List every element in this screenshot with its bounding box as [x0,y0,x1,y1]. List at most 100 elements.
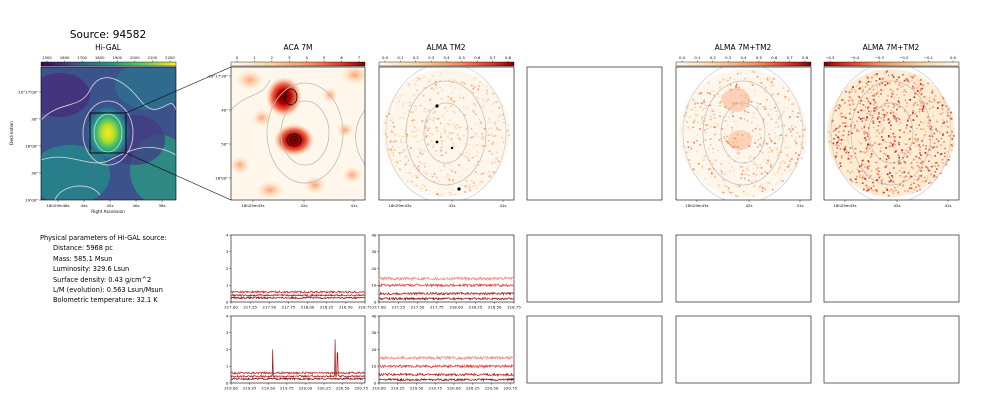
spectrum-series-line [378,377,515,382]
x-tick-label: 218.75 [507,304,521,309]
x-tick-label: 219.50 [261,385,275,390]
empty-spectrum-box [675,315,812,384]
y-tick-label: 20 [371,266,376,271]
colorbar-tick-label: 4 [306,55,309,60]
colorbar-tick-label: −0.5 [825,55,835,60]
x-tick-label: 220.25 [466,385,480,390]
colorbar-tick-label: 1500 [42,55,52,60]
zoom-connector-bottom [125,152,232,201]
colorbar-tick-label: 0.5 [459,55,466,60]
dec-tick-label: 19'00" [25,197,38,202]
y-tick-label: 0 [226,299,229,304]
x-tick-label: 217.00 [372,304,386,309]
higal-dec-ticks: -10°17'00" 30" 18'00" 30" 19'00" [17,89,41,202]
colorbar-tick-label: 0.8 [505,55,512,60]
empty-spectrum-box [526,234,663,303]
colorbar-tick-label: 1 [253,55,256,60]
ra-tick-label: 42s [894,203,901,208]
x-tick-label: 217.75 [430,304,444,309]
combined-b-colorbar [823,61,960,67]
x-tick-label: 220.75 [354,385,368,390]
ra-tick-label: 38s [159,203,166,208]
physical-parameters: Physical parameters of Hi-GAL source: Di… [40,233,167,306]
y-tick-label: 0 [374,299,377,304]
aca-dec-ticks: -10°17'30" 40" 50" 18'00" [207,73,231,180]
combined-ra-ticks: 18h29m43s 42s 41s [685,200,803,208]
y-tick-label: 20 [371,347,376,352]
spectrum-series-line [378,282,515,288]
colorbar-tick-label: 0.0 [950,55,957,60]
y-tick-label: 3 [226,330,229,335]
tm2-colorbar [378,61,515,67]
x-tick-label: 217.50 [411,304,425,309]
param-bolometric-temperature: Bolometric temperature: 32.1 K [53,296,158,305]
y-tick-label: 2 [226,266,229,271]
tm2-image [379,67,514,200]
dec-tick-label: -10°17'30" [207,73,228,78]
spectrum-frame [378,234,515,303]
colorbar-tick-label: 1900 [112,55,122,60]
spectrum-series-line [230,370,366,376]
empty-spectrum-box [823,234,960,303]
colorbar-tick-label: 0.6 [771,55,778,60]
combined-title: ALMA 7M+TM2 [715,43,772,52]
x-tick-label: 220.25 [317,385,331,390]
empty-image-panel [526,66,663,201]
x-tick-label: 218.25 [469,304,483,309]
colorbar-tick-label: 0 [236,55,239,60]
y-tick-label: 2 [226,347,229,352]
colorbar-tick-label: −0.3 [875,55,885,60]
colorbar-tick-label: 0.6 [474,55,481,60]
colorbar-tick-label: 5 [323,55,326,60]
ra-tick-label: 42s [301,203,308,208]
colorbar-tick-label: 0.0 [679,55,686,60]
spectrum-series-line [378,291,514,296]
param-surface-density: Surface density: 0.43 g/cm^2 [53,275,152,284]
dec-tick-label: 30" [31,116,38,121]
combined-b-title: ALMA 7M+TM2 [863,43,920,52]
ra-tick-label: 18h29m43s [388,203,411,208]
colorbar-tick-label: 0.3 [725,55,732,60]
ra-tick-label: 18h29m43s [241,203,264,208]
colorbar-tick-label: 0.1 [397,55,404,60]
spectrum-series-line [230,293,366,298]
spectrum-frame [378,315,515,384]
aca-colorbar [230,61,366,67]
ra-tick-label: 41s [945,203,952,208]
colorbar-tick-label: −0.1 [924,55,934,60]
dec-tick-label: 40" [221,107,228,112]
colorbar-tick-label: 0.3 [428,55,435,60]
colorbar-tick-label: 0.0 [382,55,389,60]
higal-title: Hi-GAL [95,43,122,52]
tm2-ra-ticks: 18h29m43s 42s 41s [388,200,506,208]
ra-tick-label: 42s [449,203,456,208]
x-tick-label: 219.00 [224,385,238,390]
empty-spectrum-box [823,315,960,384]
tm2-panel: ALMA TM2 0.0 0.1 0.2 0.3 0.4 0.5 0.6 0.7 0.8 18h… [378,43,515,208]
aca-ra-ticks: 18h29m43s 42s 41s [241,200,357,208]
aca-colorbar-ticks: 0 1 2 3 4 5 6 7 [236,55,361,62]
colorbar-tick-label: 0.8 [802,55,809,60]
colorbar-tick-label: 2100 [148,55,158,60]
y-tick-label: 4 [226,313,229,318]
x-tick-label: 218.50 [339,304,353,309]
source-title: Source: 94582 [70,29,146,41]
x-tick-label: 217.25 [243,304,257,309]
colorbar-tick-label: 1800 [95,55,105,60]
colorbar-tick-label: 2 [271,55,274,60]
colorbar-tick-label: 0.5 [756,55,763,60]
x-tick-label: 217.50 [262,304,276,309]
x-tick-label: 220.75 [503,385,517,390]
y-tick-label: 1 [226,283,229,288]
colorbar-tick-label: 2000 [130,55,140,60]
colorbar-tick-label: 0.2 [413,55,420,60]
higal-ra-ticks: 18h29m46s 44s 42s 40s 38s [46,200,165,208]
dec-tick-label: 18'00" [215,175,228,180]
higal-panel: Hi-GAL 1500 1600 1700 1800 1900 2000 2100 2200 … [9,43,177,214]
x-tick-label: 217.25 [391,304,405,309]
x-tick-label: 219.75 [428,385,442,390]
x-tick-label: 220.50 [336,385,350,390]
x-tick-label: 218.75 [358,304,372,309]
x-tick-label: 219.50 [410,385,424,390]
spectrum-series-line [378,363,515,369]
